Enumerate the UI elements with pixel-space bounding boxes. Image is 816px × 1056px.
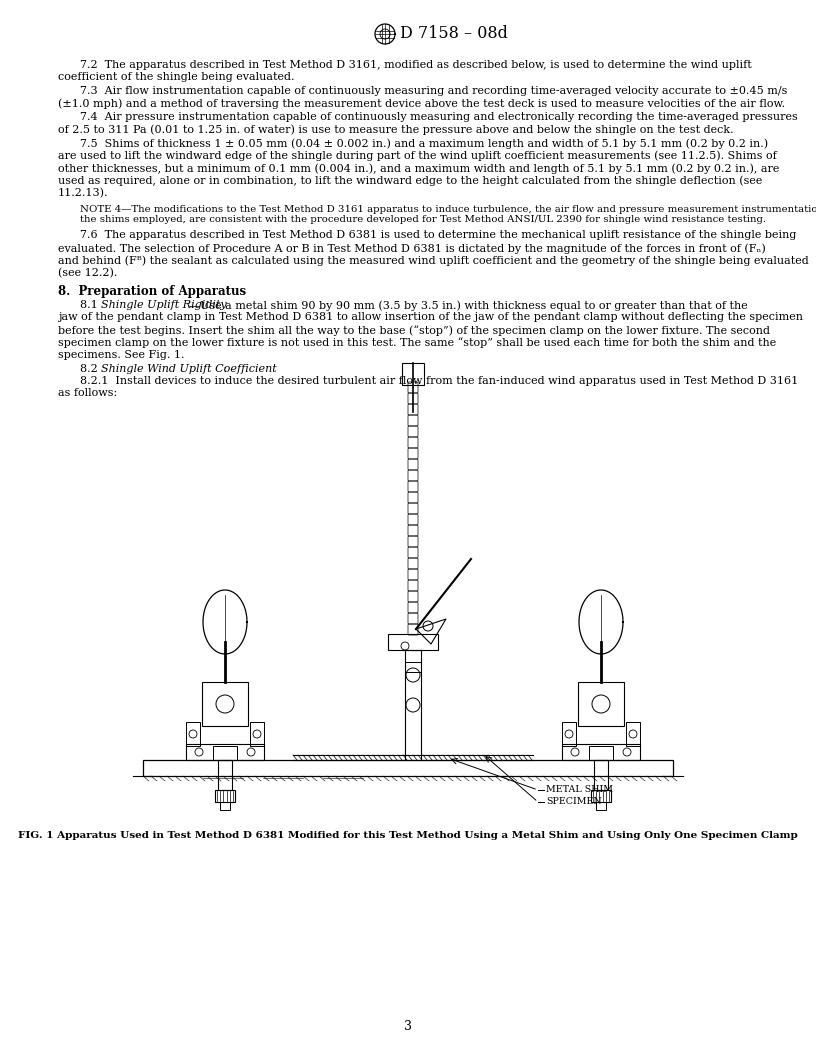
Text: (±1.0 mph) and a method of traversing the measurement device above the test deck: (±1.0 mph) and a method of traversing th… — [58, 98, 785, 109]
Text: 7.6  The apparatus described in Test Method D 6381 is used to determine the mech: 7.6 The apparatus described in Test Meth… — [80, 230, 796, 241]
Bar — [589, 746, 613, 760]
Text: are used to lift the windward edge of the shingle during part of the wind uplift: are used to lift the windward edge of th… — [58, 151, 777, 162]
Text: 7.4  Air pressure instrumentation capable of continuously measuring and electron: 7.4 Air pressure instrumentation capable… — [80, 112, 798, 122]
Text: as follows:: as follows: — [58, 389, 118, 398]
Text: 7.3  Air flow instrumentation capable of continuously measuring and recording ti: 7.3 Air flow instrumentation capable of … — [80, 86, 787, 96]
Bar — [591, 790, 611, 802]
Text: other thicknesses, but a minimum of 0.1 mm (0.004 in.), and a maximum width and : other thicknesses, but a minimum of 0.1 … — [58, 163, 779, 173]
Bar — [143, 760, 673, 776]
Bar — [596, 802, 606, 810]
Text: —Use a metal shim 90 by 90 mm (3.5 by 3.5 in.) with thickness equal to or greate: —Use a metal shim 90 by 90 mm (3.5 by 3.… — [189, 300, 747, 310]
Bar — [218, 760, 232, 790]
Bar — [402, 363, 424, 385]
Text: specimen clamp on the lower fixture is not used in this test. The same “stop” sh: specimen clamp on the lower fixture is n… — [58, 338, 776, 348]
Text: D 7158 – 08d: D 7158 – 08d — [400, 25, 508, 42]
Text: used as required, alone or in combination, to lift the windward edge to the heig: used as required, alone or in combinatio… — [58, 175, 762, 186]
Bar — [626, 722, 640, 746]
Text: METAL SHIM: METAL SHIM — [546, 786, 613, 794]
Text: :: : — [220, 363, 227, 374]
Text: 7.5  Shims of thickness 1 ± 0.05 mm (0.04 ± 0.002 in.) and a maximum length and : 7.5 Shims of thickness 1 ± 0.05 mm (0.04… — [80, 138, 768, 149]
Text: Shingle Uplift Rigidity: Shingle Uplift Rigidity — [101, 300, 227, 310]
Bar — [562, 722, 576, 746]
Bar — [202, 682, 248, 727]
Text: (see 12.2).: (see 12.2). — [58, 268, 118, 279]
Text: SPECIMEN: SPECIMEN — [546, 797, 601, 807]
Text: 8.2: 8.2 — [80, 363, 104, 374]
Bar — [186, 722, 200, 746]
Text: the shims employed, are consistent with the procedure developed for Test Method : the shims employed, are consistent with … — [80, 215, 766, 225]
Bar — [388, 634, 438, 650]
Bar — [562, 744, 640, 760]
Text: evaluated. The selection of Procedure A or B in Test Method D 6381 is dictated b: evaluated. The selection of Procedure A … — [58, 243, 765, 253]
Bar — [405, 662, 421, 672]
Text: before the test begins. Insert the shim all the way to the base (“stop”) of the : before the test begins. Insert the shim … — [58, 325, 770, 336]
Text: 8.1: 8.1 — [80, 300, 104, 310]
Text: 3: 3 — [404, 1020, 412, 1033]
Bar — [213, 746, 237, 760]
Bar — [215, 790, 235, 802]
Bar — [594, 760, 608, 790]
Text: 7.2  The apparatus described in Test Method D 3161, modified as described below,: 7.2 The apparatus described in Test Meth… — [80, 60, 752, 70]
Text: of 2.5 to 311 Pa (0.01 to 1.25 in. of water) is use to measure the pressure abov: of 2.5 to 311 Pa (0.01 to 1.25 in. of wa… — [58, 125, 734, 135]
Text: 8.  Preparation of Apparatus: 8. Preparation of Apparatus — [58, 284, 246, 298]
Text: 11.2.13).: 11.2.13). — [58, 188, 109, 199]
Text: FIG. 1 Apparatus Used in Test Method D 6381 Modified for this Test Method Using : FIG. 1 Apparatus Used in Test Method D 6… — [18, 831, 798, 840]
Text: jaw of the pendant clamp in Test Method D 6381 to allow insertion of the jaw of : jaw of the pendant clamp in Test Method … — [58, 313, 803, 322]
Bar — [578, 682, 624, 727]
Text: NOTE 4—The modifications to the Test Method D 3161 apparatus to induce turbulenc: NOTE 4—The modifications to the Test Met… — [80, 205, 816, 213]
Bar — [186, 744, 264, 760]
Bar — [220, 802, 230, 810]
Text: and behind (Fᴮ) the sealant as calculated using the measured wind uplift coeffic: and behind (Fᴮ) the sealant as calculate… — [58, 256, 809, 266]
Text: Shingle Wind Uplift Coefficient: Shingle Wind Uplift Coefficient — [101, 363, 277, 374]
Text: 8.2.1  Install devices to induce the desired turbulent air flow from the fan-ind: 8.2.1 Install devices to induce the desi… — [80, 376, 798, 386]
Text: coefficient of the shingle being evaluated.: coefficient of the shingle being evaluat… — [58, 73, 295, 82]
Text: specimens. See Fig. 1.: specimens. See Fig. 1. — [58, 350, 184, 360]
Bar — [250, 722, 264, 746]
